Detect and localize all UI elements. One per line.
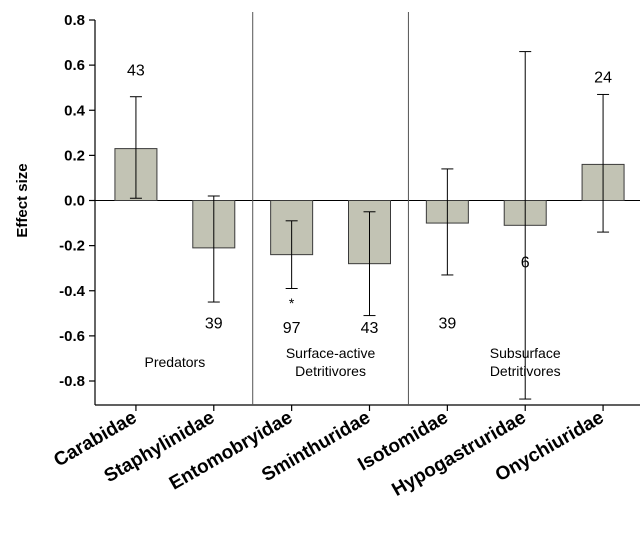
group-label: Predators (145, 354, 206, 370)
group-label: Surface-active (286, 345, 376, 361)
y-tick-label: 0.4 (64, 102, 86, 119)
y-tick-label: -0.6 (59, 328, 85, 345)
y-tick-label: -0.2 (59, 238, 85, 255)
sample-size-label: 24 (594, 69, 612, 86)
significance-marker: * (289, 295, 295, 311)
group-label: Subsurface (490, 345, 561, 361)
sample-size-label: 97 (283, 320, 301, 337)
labels: 0.8 0.6 0.4 0.2 0.0 -0.2 -0.4 -0.6 -0.8 Effect si… (14, 12, 612, 501)
sample-size-label: 39 (438, 315, 456, 332)
sample-size-label: 43 (127, 63, 145, 80)
y-tick-label: -0.4 (59, 283, 86, 300)
y-tick-label: 0.0 (64, 193, 85, 210)
sample-size-label: 43 (361, 320, 379, 337)
category-label-hypogastruridae: Hypogastruridae (388, 407, 529, 501)
sample-size-label: 39 (205, 315, 223, 332)
y-tick-label: 0.6 (64, 57, 85, 74)
y-tick-label: 0.8 (64, 12, 85, 29)
y-axis-label: Effect size (14, 163, 31, 237)
y-tick-label: 0.2 (64, 147, 85, 164)
bars (114, 51, 625, 400)
group-label: Detritivores (295, 363, 366, 379)
group-label: Detritivores (490, 363, 561, 379)
y-tick-label: -0.8 (59, 373, 85, 390)
sample-size-label: 6 (521, 254, 530, 271)
